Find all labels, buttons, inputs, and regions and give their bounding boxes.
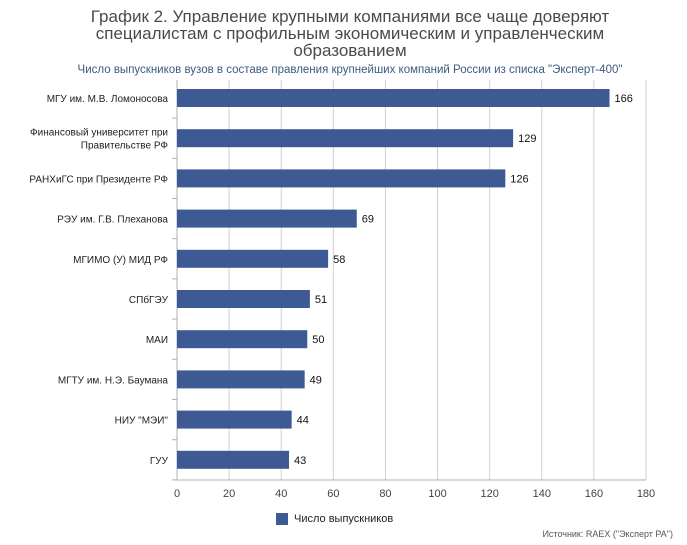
chart-legend: Число выпускников xyxy=(276,513,393,525)
bar xyxy=(177,129,514,148)
category-label: МГИМО (У) МИД РФ xyxy=(73,255,168,266)
bar xyxy=(177,249,329,268)
chart-subtitle: Число выпускников вузов в составе правле… xyxy=(77,64,623,76)
category-label: ГУУ xyxy=(150,456,169,467)
bar xyxy=(177,209,357,228)
legend-label: Число выпускников xyxy=(294,513,394,525)
chart-source: Источник: RAEX ("Эксперт РА") xyxy=(542,529,673,539)
bar xyxy=(177,169,506,188)
x-tick-label: 20 xyxy=(223,488,235,500)
data-label: 58 xyxy=(333,254,345,266)
chart-title: График 2. Управление крупными компаниями… xyxy=(90,7,610,60)
category-label: РАНХиГС при Президенте РФ xyxy=(29,174,168,185)
bar xyxy=(177,450,290,469)
data-label: 166 xyxy=(615,93,633,105)
x-tick-label: 40 xyxy=(275,488,287,500)
data-label: 69 xyxy=(362,214,374,226)
x-tick-label: 80 xyxy=(379,488,391,500)
data-label: 44 xyxy=(297,415,309,427)
x-tick-label: 140 xyxy=(533,488,551,500)
bar xyxy=(177,290,310,308)
bar xyxy=(177,370,305,389)
bar xyxy=(177,410,292,429)
data-label: 50 xyxy=(312,334,324,346)
data-label: 129 xyxy=(518,133,536,145)
data-label: 43 xyxy=(294,455,306,467)
x-tick-label: 100 xyxy=(428,488,446,500)
category-label: МГТУ им. Н.Э. Баумана xyxy=(58,375,169,386)
x-tick-label: 180 xyxy=(637,488,655,500)
category-label: МАИ xyxy=(146,335,168,346)
category-label: РЭУ им. Г.В. Плеханова xyxy=(57,215,168,226)
x-tick-label: 160 xyxy=(585,488,603,500)
category-label: МГУ им. М.В. Ломоносова xyxy=(47,94,169,105)
category-label: СПбГЭУ xyxy=(129,294,169,306)
legend-swatch xyxy=(276,513,288,525)
x-tick-label: 120 xyxy=(480,488,498,500)
bar xyxy=(177,330,308,349)
data-label: 49 xyxy=(310,374,322,386)
category-label: НИУ "МЭИ" xyxy=(115,416,169,427)
data-label: 126 xyxy=(510,173,528,185)
data-label: 51 xyxy=(315,294,327,306)
x-tick-label: 60 xyxy=(327,488,339,500)
category-label: Правительстве РФ xyxy=(81,141,169,152)
bar xyxy=(177,89,610,107)
x-tick-label: 0 xyxy=(174,488,180,500)
category-label: Финансовый университет при xyxy=(30,128,168,139)
